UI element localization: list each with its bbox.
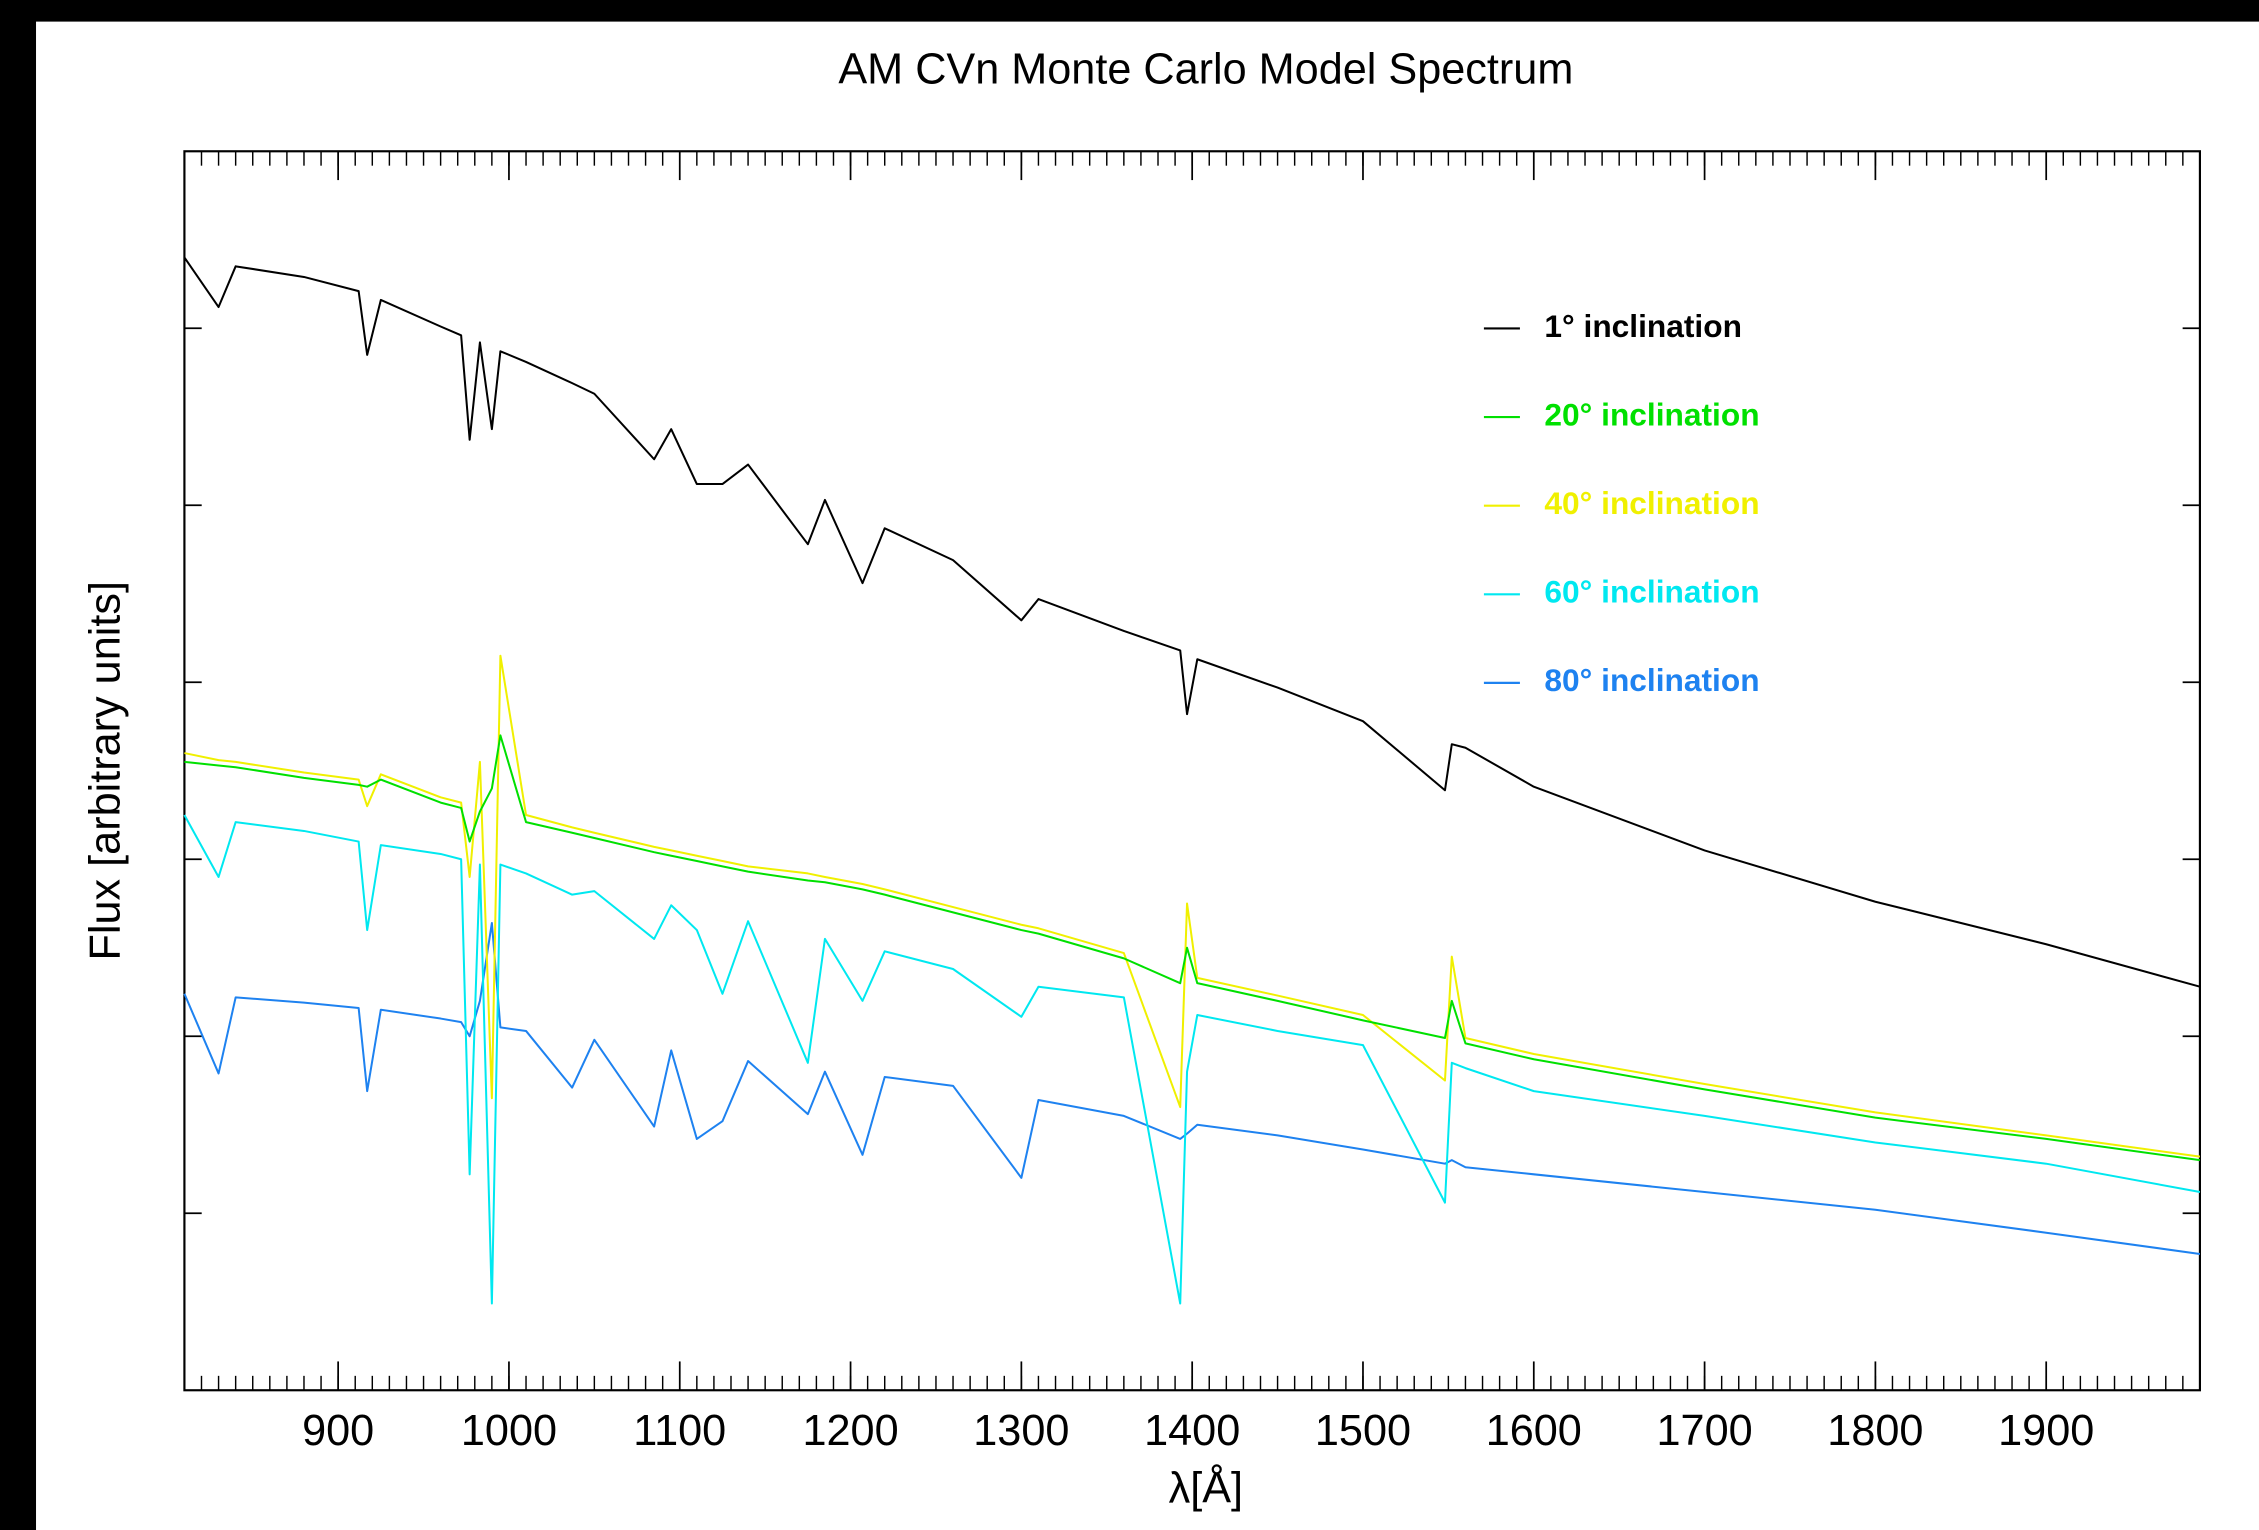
x-tick-label: 1400 — [1144, 1407, 1240, 1455]
x-tick-label: 1600 — [1486, 1407, 1582, 1455]
chart-title: AM CVn Monte Carlo Model Spectrum — [838, 45, 1573, 93]
y-axis-label: Flux [arbitrary units] — [81, 581, 129, 960]
x-tick-label: 1800 — [1827, 1407, 1923, 1455]
legend-label: 60° inclination — [1544, 574, 1759, 610]
series-line — [184, 654, 2201, 1158]
series-line — [183, 256, 2201, 988]
legend-label: 1° inclination — [1544, 308, 1742, 344]
x-tick-label: 1900 — [1998, 1407, 2094, 1455]
legend-label: 20° inclination — [1544, 396, 1759, 432]
panel — [36, 21, 2259, 1530]
legend-label: 40° inclination — [1544, 485, 1759, 521]
x-axis-label: λ[Å] — [1169, 1465, 1243, 1513]
x-tick-label: 900 — [302, 1407, 374, 1455]
x-tick-label: 1100 — [633, 1407, 726, 1455]
x-tick-label: 1700 — [1657, 1407, 1753, 1455]
x-tick-label: 1500 — [1315, 1407, 1411, 1455]
series-line — [183, 814, 2201, 1305]
x-tick-label: 1300 — [973, 1407, 1069, 1455]
x-tick-label: 1200 — [802, 1407, 898, 1455]
legend-label: 80° inclination — [1544, 662, 1759, 698]
series-line — [184, 734, 2201, 1162]
x-tick-label: 1000 — [461, 1407, 557, 1455]
